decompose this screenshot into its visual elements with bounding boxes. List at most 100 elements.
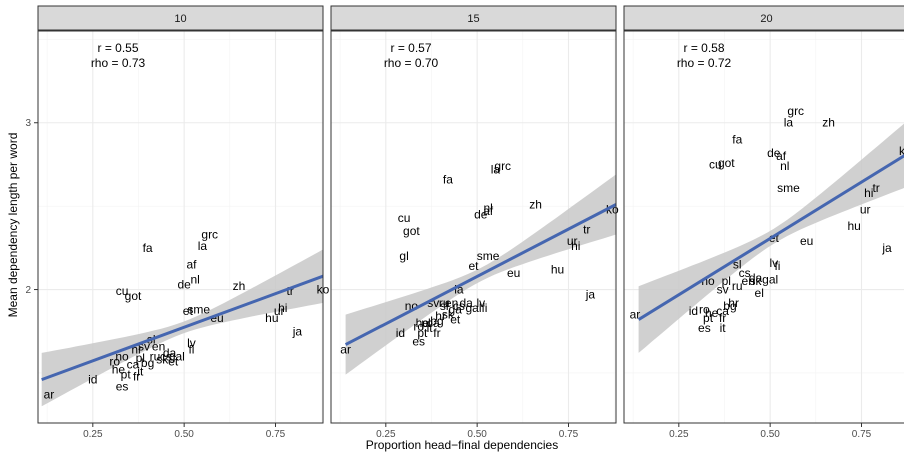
correlation-r: r = 0.57: [390, 41, 431, 55]
point-label-lv: lv: [187, 336, 196, 350]
point-label-ja: ja: [585, 288, 596, 302]
point-label-la: la: [198, 239, 208, 253]
point-label-sk: sk: [156, 353, 169, 367]
point-label-da: da: [163, 346, 177, 360]
point-label-sl: sl: [440, 299, 449, 313]
facet-strip: [330, 5, 617, 31]
point-label-la: la: [491, 162, 501, 176]
point-label-cs: cs: [160, 349, 172, 363]
point-label-got: got: [403, 224, 420, 238]
point-label-pl: pl: [421, 316, 430, 330]
point-label-it: it: [427, 321, 434, 335]
point-label-ur: ur: [567, 234, 578, 248]
point-label-es: es: [412, 334, 425, 348]
point-label-sk: sk: [750, 274, 763, 288]
point-label-ur: ur: [860, 202, 871, 216]
point-label-tr: tr: [583, 223, 590, 237]
point-label-id: id: [689, 304, 698, 318]
point-label-fa: fa: [732, 132, 742, 146]
point-label-eu: eu: [800, 234, 813, 248]
panel-background: [624, 31, 904, 423]
point-label-ca: ca: [427, 316, 440, 330]
point-label-grc: grc: [494, 159, 511, 173]
point-label-bg: bg: [723, 299, 736, 313]
point-label-de: de: [767, 146, 781, 160]
point-label-he: he: [112, 363, 126, 377]
point-label-sk: sk: [442, 308, 455, 322]
panel-border: [330, 30, 617, 424]
regression-line: [41, 274, 324, 382]
point-label-et: et: [769, 231, 780, 245]
point-label-es: es: [698, 321, 711, 335]
facet-strip-label: 20: [760, 13, 772, 25]
point-label-en: en: [445, 296, 458, 310]
point-label-da: da: [749, 271, 763, 285]
point-label-it: it: [720, 321, 727, 335]
point-label-ro: ro: [109, 354, 120, 368]
point-label-cu: cu: [116, 284, 129, 298]
facet-strip-label: 10: [174, 13, 186, 25]
x-tick-label: 0.50: [174, 429, 194, 440]
correlation-r: r = 0.55: [97, 41, 138, 55]
point-label-bg: bg: [430, 314, 443, 328]
point-label-ja: ja: [881, 241, 892, 255]
point-label-gal: gal: [169, 349, 185, 363]
point-label-gal: gal: [762, 273, 778, 287]
point-label-nl: nl: [190, 273, 199, 287]
point-label-la: la: [454, 283, 464, 297]
correlation-rho: rho = 0.72: [677, 56, 732, 70]
correlation-rho: rho = 0.73: [91, 56, 146, 70]
point-label-fa: fa: [143, 241, 153, 255]
y-axis-title: Mean dependency length per word: [6, 133, 20, 318]
point-label-fi: fi: [188, 343, 194, 357]
point-label-id: id: [396, 326, 405, 340]
point-label-zh: zh: [529, 197, 542, 211]
point-label-hr: hr: [435, 309, 446, 323]
x-tick-label: 0.75: [266, 429, 286, 440]
point-label-af: af: [186, 258, 197, 272]
point-label-ru: ru: [150, 349, 161, 363]
facet-strip: [37, 5, 324, 31]
point-label-en: en: [742, 274, 755, 288]
point-label-sl: sl: [733, 258, 742, 272]
point-label-gal: gal: [465, 301, 481, 315]
point-label-id: id: [88, 373, 97, 387]
point-label-cs: cs: [739, 266, 751, 280]
point-label-fi: fi: [774, 259, 780, 273]
point-label-got: got: [718, 156, 735, 170]
point-label-ro: ro: [413, 319, 424, 333]
x-tick-label: 0.25: [376, 429, 396, 440]
correlation-r: r = 0.58: [683, 41, 724, 55]
regression-line: [637, 154, 904, 321]
point-label-ru: ru: [732, 279, 743, 293]
point-label-el: el: [755, 286, 764, 300]
facet-strip-label: 15: [467, 13, 479, 25]
panel-border: [623, 30, 904, 424]
x-tick-label: 0.50: [760, 429, 780, 440]
point-label-gl: gl: [399, 249, 408, 263]
point-label-de: de: [474, 207, 488, 221]
point-label-la: la: [784, 116, 794, 130]
point-label-fi: fi: [481, 301, 487, 315]
x-tick-label: 0.25: [83, 429, 103, 440]
point-label-lv: lv: [769, 256, 778, 270]
point-label-bg: bg: [141, 356, 154, 370]
y-tick-label: 3: [25, 118, 31, 129]
x-axis-title: Proportion head−final dependencies: [366, 438, 558, 452]
point-label-hr: hr: [131, 343, 142, 357]
point-label-hr: hr: [728, 296, 739, 310]
point-label-nl: nl: [780, 159, 789, 173]
point-label-et: et: [468, 259, 479, 273]
facet-strip: [623, 5, 904, 31]
point-label-ca: ca: [716, 304, 729, 318]
point-label-hu: hu: [848, 219, 861, 233]
panel-border: [37, 30, 324, 424]
point-label-de: de: [177, 278, 191, 292]
point-label-zh: zh: [822, 116, 835, 130]
point-label-ar: ar: [630, 308, 641, 322]
point-label-af: af: [776, 149, 787, 163]
point-label-pl: pl: [722, 274, 731, 288]
